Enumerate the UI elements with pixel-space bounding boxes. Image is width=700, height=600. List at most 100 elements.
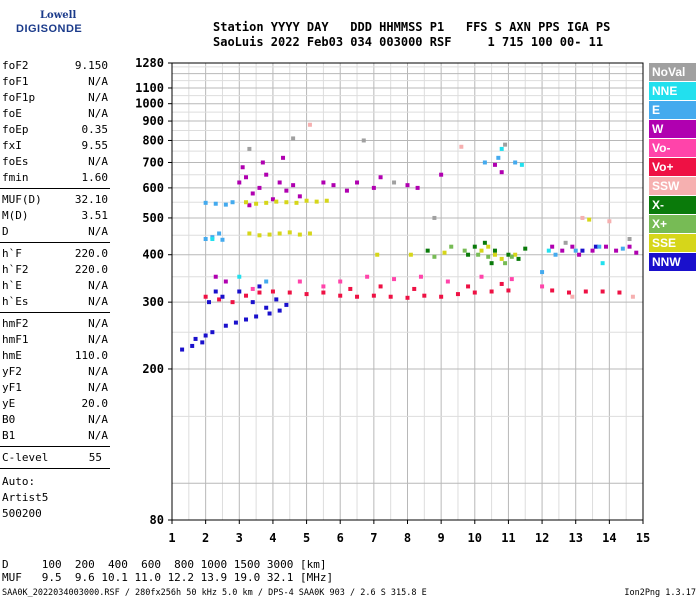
param-label: yF1 (2, 381, 22, 394)
param-hmf2: hmF2 N/A (2, 316, 108, 332)
param-fof1p: foF1p N/A (2, 90, 108, 106)
legend-item-x: X- (649, 196, 696, 214)
echo-point-vo (250, 286, 255, 291)
param-hme: hmE 110.0 (2, 348, 108, 364)
x-tick-label: 8 (404, 531, 411, 545)
param-value: N/A (88, 155, 108, 168)
echo-point-noval (563, 240, 568, 245)
echo-point-x (476, 252, 481, 257)
param-label: foEp (2, 123, 29, 136)
echo-point-vo (378, 284, 383, 289)
param-label: h`F (2, 247, 22, 260)
param-label: h`Es (2, 295, 29, 308)
echo-point-w (627, 244, 632, 249)
echo-point-x (509, 254, 514, 259)
echo-point-sse (492, 252, 497, 257)
param-value: N/A (88, 317, 108, 330)
param-value: N/A (88, 279, 108, 292)
echo-point-nne (519, 162, 524, 167)
logo-line-1: Lowell (40, 10, 77, 21)
param-label: yE (2, 397, 16, 410)
echo-point-vo (287, 290, 292, 295)
echo-point-vo (203, 294, 208, 299)
echo-point-noval (392, 180, 397, 185)
param-value: N/A (88, 91, 108, 104)
echo-point-vo (566, 290, 571, 295)
x-tick-label: 10 (468, 531, 482, 545)
param-label: M(D) (2, 209, 29, 222)
param-value: N/A (88, 225, 108, 238)
echo-point-w (240, 165, 245, 170)
echo-point-w (284, 188, 289, 193)
echo-point-sse (257, 233, 262, 238)
x-tick-label: 11 (501, 531, 515, 545)
echo-point-w (378, 175, 383, 180)
echo-point-vo (422, 293, 427, 298)
param-d: D N/A (2, 224, 108, 240)
echo-point-w (321, 180, 326, 185)
legend-item-x: X+ (649, 215, 696, 233)
echo-point-w (492, 162, 497, 167)
echo-point-sse (324, 198, 329, 203)
echo-point-sse (264, 200, 269, 205)
echo-point-w (603, 244, 608, 249)
echo-point-nne (210, 237, 215, 242)
echo-point-nnw (223, 323, 228, 328)
echo-point-e (223, 202, 228, 207)
echo-point-vo (418, 274, 423, 279)
echo-point-x (462, 248, 467, 253)
echo-point-e (217, 231, 222, 236)
header-values: SaoLuis 2022 Feb03 034 003000 RSF 1 715 … (213, 35, 604, 49)
echo-point-nnw (200, 340, 205, 345)
echo-point-w (281, 155, 286, 160)
param-label: B0 (2, 413, 16, 426)
echo-point-vo (455, 292, 460, 297)
echo-point-x (432, 254, 437, 259)
echo-point-e (573, 248, 578, 253)
echo-point-nnw (274, 297, 279, 302)
param-clevel: C-level 55 (2, 450, 108, 466)
echo-point-nne (499, 146, 504, 151)
echo-point-w (223, 279, 228, 284)
param-label: foEs (2, 155, 29, 168)
echo-point-sse (274, 199, 279, 204)
param-he: h`E N/A (2, 278, 108, 294)
param-value: 20.0 (81, 397, 109, 410)
param-value: 32.10 (74, 193, 108, 206)
echo-point-noval (627, 237, 632, 242)
echo-point-w (355, 180, 360, 185)
param-label: C-level (2, 451, 49, 464)
panel-divider (0, 446, 110, 447)
echo-point-nnw (277, 308, 282, 313)
param-value: 0.35 (81, 123, 109, 136)
echo-point-noval (503, 142, 508, 147)
y-tick-label: 200 (142, 362, 164, 376)
echo-point-e (220, 237, 225, 242)
param-value: 1.60 (81, 171, 109, 184)
param-value: N/A (88, 75, 108, 88)
param-foe: foE N/A (2, 106, 108, 122)
param-value: 9.150 (74, 59, 108, 72)
x-tick-label: 3 (236, 531, 243, 545)
x-tick-label: 13 (568, 531, 582, 545)
echo-point-ssw (459, 144, 464, 149)
echo-point-x (492, 248, 497, 253)
param-label: foE (2, 107, 22, 120)
autoscale-line: Artist5 (2, 491, 49, 504)
x-tick-label: 1 (168, 531, 175, 545)
echo-point-vo (617, 290, 622, 295)
echo-point-sse (442, 250, 447, 255)
echo-point-w (439, 172, 444, 177)
param-hes: h`Es N/A (2, 294, 108, 310)
echo-point-sse (294, 200, 299, 205)
echo-point-sse (499, 256, 504, 261)
echo-point-w (560, 248, 565, 253)
echo-point-ssw (607, 219, 612, 224)
param-label: foF2 (2, 59, 29, 72)
param-value: 220.0 (74, 263, 108, 276)
echo-point-w (499, 170, 504, 175)
panel-divider (0, 188, 110, 189)
param-label: hmF1 (2, 333, 29, 346)
header-labels: Station YYYY DAY DDD HHMMSS P1 FFS S AXN… (213, 20, 611, 34)
echo-point-vo (405, 295, 410, 300)
